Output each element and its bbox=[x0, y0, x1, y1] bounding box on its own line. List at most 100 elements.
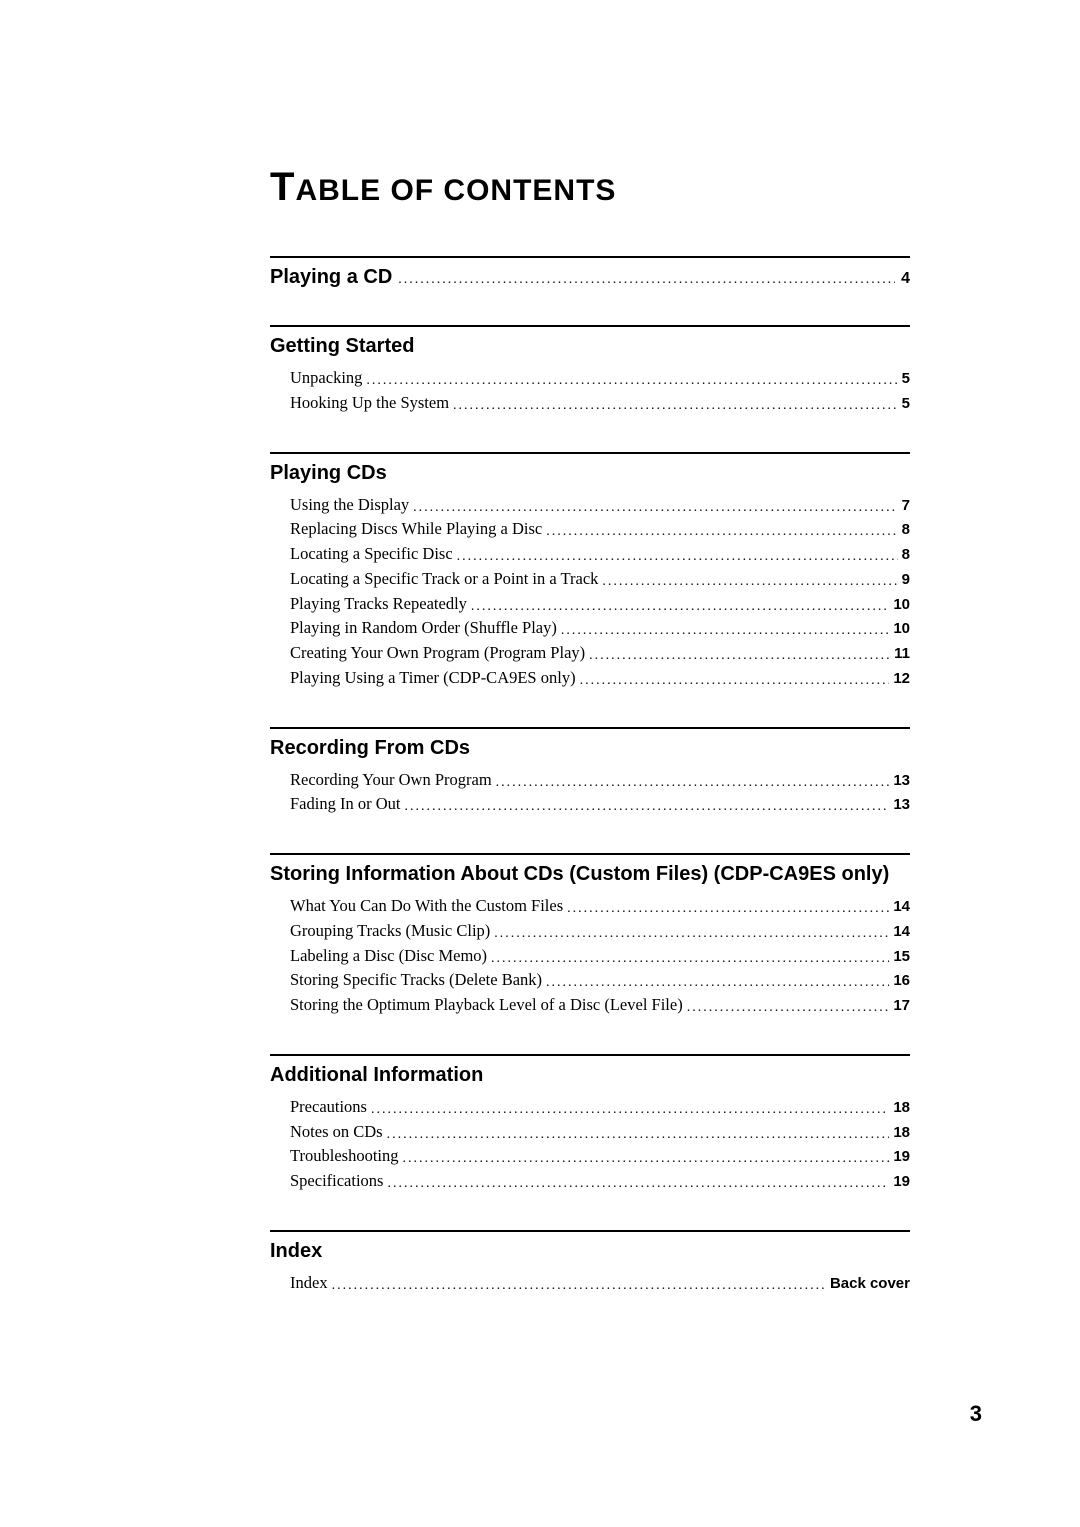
dot-leader bbox=[403, 1148, 890, 1169]
dot-leader bbox=[602, 571, 897, 592]
dot-leader bbox=[371, 1099, 889, 1120]
toc-entries: Unpacking 5Hooking Up the System 5 bbox=[270, 366, 910, 416]
section-rule bbox=[270, 256, 910, 258]
toc-entry-page: 12 bbox=[893, 668, 910, 691]
toc-entries: Using the Display7Replacing Discs While … bbox=[270, 493, 910, 691]
toc-section: Additional Information Precautions 18Notes… bbox=[270, 1054, 910, 1194]
toc-entry: Specifications 19 bbox=[290, 1169, 910, 1194]
toc-entry: Using the Display 7 bbox=[290, 493, 910, 518]
toc-entry-label: Storing Specific Tracks (Delete Bank) bbox=[290, 968, 542, 993]
toc-entry-label: Locating a Specific Disc bbox=[290, 542, 453, 567]
toc-entry: Index Back cover bbox=[290, 1271, 910, 1296]
section-rule bbox=[270, 1230, 910, 1232]
section-heading: Storing Information About CDs (Custom Fi… bbox=[270, 863, 910, 886]
dot-leader bbox=[332, 1275, 826, 1296]
toc-entry-page: 14 bbox=[893, 896, 910, 919]
section-heading-label: Getting Started bbox=[270, 335, 414, 358]
toc-entry-label: Replacing Discs While Playing a Disc bbox=[290, 517, 542, 542]
section-rule bbox=[270, 727, 910, 729]
toc-entry-label: Unpacking bbox=[290, 366, 362, 391]
toc-entries: Precautions 18Notes on CDs18Troubleshooti… bbox=[270, 1095, 910, 1194]
toc-entries: Index Back cover bbox=[270, 1271, 910, 1296]
toc-entry: Playing in Random Order (Shuffle Play)10 bbox=[290, 616, 910, 641]
dot-leader bbox=[413, 497, 897, 518]
toc-entry-page: 17 bbox=[893, 995, 910, 1018]
toc-entry: Locating a Specific Track or a Point in … bbox=[290, 567, 910, 592]
toc-entry: Storing the Optimum Playback Level of a … bbox=[290, 993, 910, 1018]
section-heading-label: Storing Information About CDs (Custom Fi… bbox=[270, 863, 889, 886]
toc-entry-page: 10 bbox=[893, 618, 910, 641]
section-heading: Additional Information bbox=[270, 1064, 910, 1087]
toc-entry-page: 19 bbox=[893, 1146, 910, 1169]
toc-entry-label: Fading In or Out bbox=[290, 792, 400, 817]
toc-section: Getting Started Unpacking 5 Hooking Up the … bbox=[270, 325, 910, 416]
section-heading: Playing a CD4 bbox=[270, 266, 910, 289]
toc-entry: Creating Your Own Program (Program Play)… bbox=[290, 641, 910, 666]
section-heading: Playing CDs bbox=[270, 462, 910, 485]
toc-entry-label: What You Can Do With the Custom Files bbox=[290, 894, 563, 919]
toc-entry: Locating a Specific Disc 8 bbox=[290, 542, 910, 567]
toc-entry-page: 18 bbox=[893, 1097, 910, 1120]
toc-entry-label: Playing Tracks Repeatedly bbox=[290, 592, 467, 617]
dot-leader bbox=[580, 670, 890, 691]
toc-entry-page: 14 bbox=[893, 921, 910, 944]
toc-entry-label: Specifications bbox=[290, 1169, 383, 1194]
section-rule bbox=[270, 325, 910, 327]
dot-leader bbox=[404, 796, 889, 817]
toc-entries: Recording Your Own Program13Fading In or… bbox=[270, 768, 910, 818]
dot-leader bbox=[546, 521, 897, 542]
toc-entry-page: 7 bbox=[902, 495, 910, 518]
toc-entry-label: Hooking Up the System bbox=[290, 391, 449, 416]
toc-entry-label: Playing Using a Timer (CDP-CA9ES only) bbox=[290, 666, 576, 691]
toc-entry: Grouping Tracks (Music Clip)14 bbox=[290, 919, 910, 944]
dot-leader bbox=[398, 272, 895, 288]
toc-entry-label: Recording Your Own Program bbox=[290, 768, 492, 793]
toc-entry-page: 15 bbox=[893, 946, 910, 969]
toc-entry-page: 8 bbox=[902, 544, 910, 567]
toc: Playing a CD4 Getting Started Unpacking 5 Ho… bbox=[270, 256, 910, 1296]
page: TABLE OF CONTENTS Playing a CD4 Getting S… bbox=[0, 0, 1080, 1527]
toc-section: Playing a CD4 bbox=[270, 256, 910, 289]
page-title: TABLE OF CONTENTS bbox=[270, 165, 910, 210]
page-number: 3 bbox=[970, 1401, 982, 1427]
dot-leader bbox=[453, 395, 898, 416]
dot-leader bbox=[494, 923, 889, 944]
title-rest: ABLE OF CONTENTS bbox=[295, 174, 616, 207]
section-heading: Getting Started bbox=[270, 335, 910, 358]
toc-section: Playing CDsUsing the Display7Replacing D… bbox=[270, 452, 910, 691]
toc-entry-label: Storing the Optimum Playback Level of a … bbox=[290, 993, 683, 1018]
toc-entry: What You Can Do With the Custom Files 14 bbox=[290, 894, 910, 919]
toc-entry-page: 13 bbox=[893, 794, 910, 817]
dot-leader bbox=[561, 620, 889, 641]
toc-entry-label: Using the Display bbox=[290, 493, 409, 518]
dot-leader bbox=[387, 1173, 889, 1194]
section-rule bbox=[270, 452, 910, 454]
toc-entry-label: Creating Your Own Program (Program Play) bbox=[290, 641, 585, 666]
toc-entry: Unpacking 5 bbox=[290, 366, 910, 391]
toc-entry-page: 5 bbox=[902, 368, 910, 391]
toc-entry-label: Labeling a Disc (Disc Memo) bbox=[290, 944, 487, 969]
toc-entry-page: 9 bbox=[902, 569, 910, 592]
toc-entry-page: 13 bbox=[893, 770, 910, 793]
section-heading-label: Index bbox=[270, 1240, 322, 1263]
section-heading: Index bbox=[270, 1240, 910, 1263]
toc-section: Storing Information About CDs (Custom Fi… bbox=[270, 853, 910, 1018]
toc-entry-page: 8 bbox=[902, 519, 910, 542]
dot-leader bbox=[366, 370, 897, 391]
toc-entry-label: Index bbox=[290, 1271, 328, 1296]
title-cap: T bbox=[270, 165, 295, 209]
toc-entry: Notes on CDs18 bbox=[290, 1120, 910, 1145]
toc-entry-page: 16 bbox=[893, 970, 910, 993]
toc-entry-page: Back cover bbox=[830, 1273, 910, 1296]
toc-entry: Replacing Discs While Playing a Disc 8 bbox=[290, 517, 910, 542]
toc-entry-page: 10 bbox=[893, 594, 910, 617]
dot-leader bbox=[496, 772, 890, 793]
toc-entry: Playing Using a Timer (CDP-CA9ES only) 12 bbox=[290, 666, 910, 691]
toc-entry-page: 18 bbox=[893, 1122, 910, 1145]
toc-entry-label: Troubleshooting bbox=[290, 1144, 399, 1169]
toc-entry-page: 19 bbox=[893, 1171, 910, 1194]
toc-entry-label: Precautions bbox=[290, 1095, 367, 1120]
toc-entry: Playing Tracks Repeatedly 10 bbox=[290, 592, 910, 617]
toc-entry: Fading In or Out 13 bbox=[290, 792, 910, 817]
dot-leader bbox=[687, 997, 890, 1018]
